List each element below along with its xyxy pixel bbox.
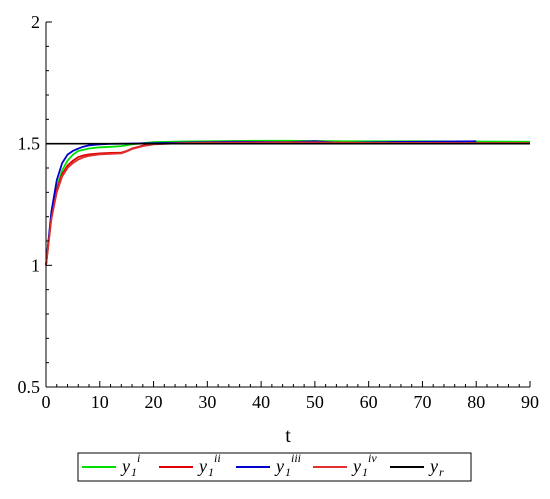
x-tick-label: 40 — [252, 392, 270, 412]
legend-label-subscript: 1 — [208, 465, 214, 479]
x-tick-label: 60 — [360, 392, 378, 412]
x-axis-title: t — [285, 425, 291, 447]
legend-label: y — [428, 456, 438, 476]
y-tick-label: 1 — [31, 255, 40, 275]
x-tick-label: 30 — [198, 392, 216, 412]
ticks: 0 10 20 30 40 50 60 70 80 90 0.5 1 1.5 2 — [18, 12, 540, 412]
legend-label: y — [351, 456, 361, 476]
legend-label-superscript: i — [137, 451, 140, 465]
legend-entry: y 1i — [82, 451, 140, 479]
plot-lines — [45, 139, 531, 266]
y-tick-label: 0.5 — [18, 377, 41, 397]
x-tick-label: 50 — [306, 392, 324, 412]
legend-entry: y 1iv — [313, 451, 377, 479]
axes — [45, 22, 530, 388]
legend-label: y — [197, 456, 207, 476]
x-tick-label: 10 — [91, 392, 109, 412]
legend-label-superscript: iv — [368, 451, 377, 465]
y-tick-label: 1.5 — [18, 134, 41, 154]
legend-label-superscript: iii — [291, 451, 301, 465]
y-tick-label: 2 — [31, 12, 40, 32]
x-tick-label: 20 — [145, 392, 163, 412]
legend-label-superscript: ii — [214, 451, 221, 465]
legend-label-subscript: r — [439, 465, 444, 479]
x-tick-label: 70 — [413, 392, 431, 412]
x-tick-label: 80 — [467, 392, 485, 412]
x-tick-label: 0 — [42, 392, 51, 412]
legend-box — [77, 452, 472, 482]
series-line-3 — [45, 140, 477, 266]
legend-entry: y 1ii — [159, 451, 221, 479]
series-line-1 — [45, 139, 531, 266]
legend-label: y — [274, 456, 284, 476]
legend-label-subscript: 1 — [131, 465, 137, 479]
x-tick-label: 90 — [521, 392, 539, 412]
series-line-4 — [45, 141, 530, 266]
legend-label: y — [120, 456, 130, 476]
legend-label-subscript: 1 — [285, 465, 291, 479]
legend-label-subscript: 1 — [362, 465, 368, 479]
series-line-2 — [45, 141, 530, 266]
